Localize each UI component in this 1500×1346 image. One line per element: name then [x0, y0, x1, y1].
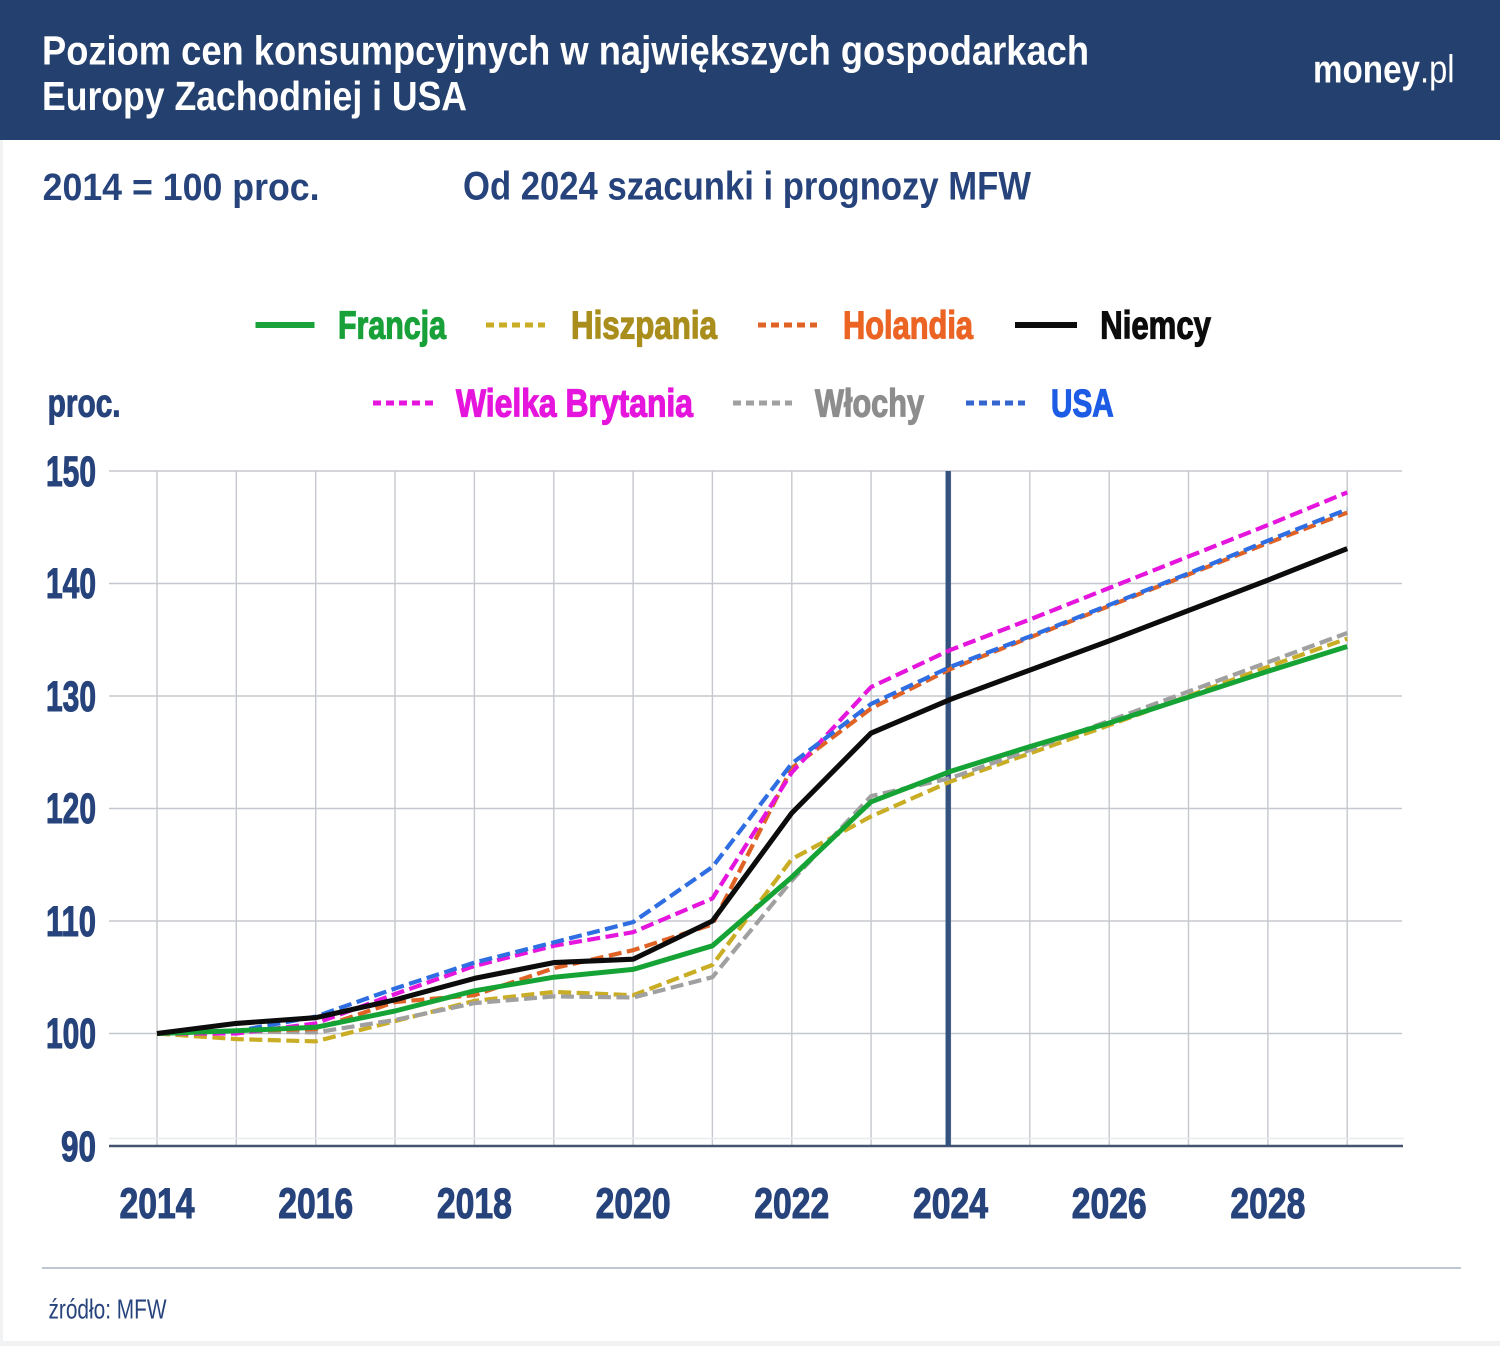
svg-text:2014: 2014 [120, 1180, 195, 1228]
svg-text:USA: USA [1051, 383, 1114, 426]
svg-text:Francja: Francja [338, 304, 446, 347]
svg-text:130: 130 [46, 673, 96, 721]
svg-text:Poziom cen konsumpcyjnych w na: Poziom cen konsumpcyjnych w największych… [42, 28, 1089, 74]
svg-text:150: 150 [46, 448, 96, 496]
svg-text:2024: 2024 [913, 1180, 988, 1228]
svg-text:2022: 2022 [754, 1180, 829, 1228]
svg-text:Europy Zachodniej i USA: Europy Zachodniej i USA [42, 73, 467, 119]
svg-text:2028: 2028 [1230, 1180, 1305, 1228]
svg-text:2026: 2026 [1072, 1180, 1147, 1228]
svg-text:2014 = 100 proc.: 2014 = 100 proc. [43, 167, 320, 209]
svg-text:120: 120 [46, 785, 96, 833]
svg-text:140: 140 [46, 560, 96, 608]
svg-text:Hiszpania: Hiszpania [571, 304, 717, 347]
svg-text:proc.: proc. [48, 382, 121, 425]
svg-text:90: 90 [61, 1123, 96, 1171]
svg-text:Wielka Brytania: Wielka Brytania [456, 383, 693, 426]
svg-text:Od 2024 szacunki i prognozy MF: Od 2024 szacunki i prognozy MFW [463, 165, 1031, 209]
svg-text:Włochy: Włochy [815, 383, 924, 426]
svg-text:Holandia: Holandia [843, 304, 973, 347]
svg-text:2018: 2018 [437, 1180, 512, 1228]
svg-text:money: money [1313, 49, 1420, 92]
svg-text:źródło: MFW: źródło: MFW [49, 1294, 167, 1325]
svg-text:.pl: .pl [1420, 49, 1455, 92]
svg-text:2020: 2020 [596, 1180, 671, 1228]
svg-text:100: 100 [46, 1010, 96, 1058]
svg-text:Niemcy: Niemcy [1100, 304, 1211, 347]
svg-text:2016: 2016 [278, 1180, 353, 1228]
svg-text:110: 110 [46, 898, 96, 946]
